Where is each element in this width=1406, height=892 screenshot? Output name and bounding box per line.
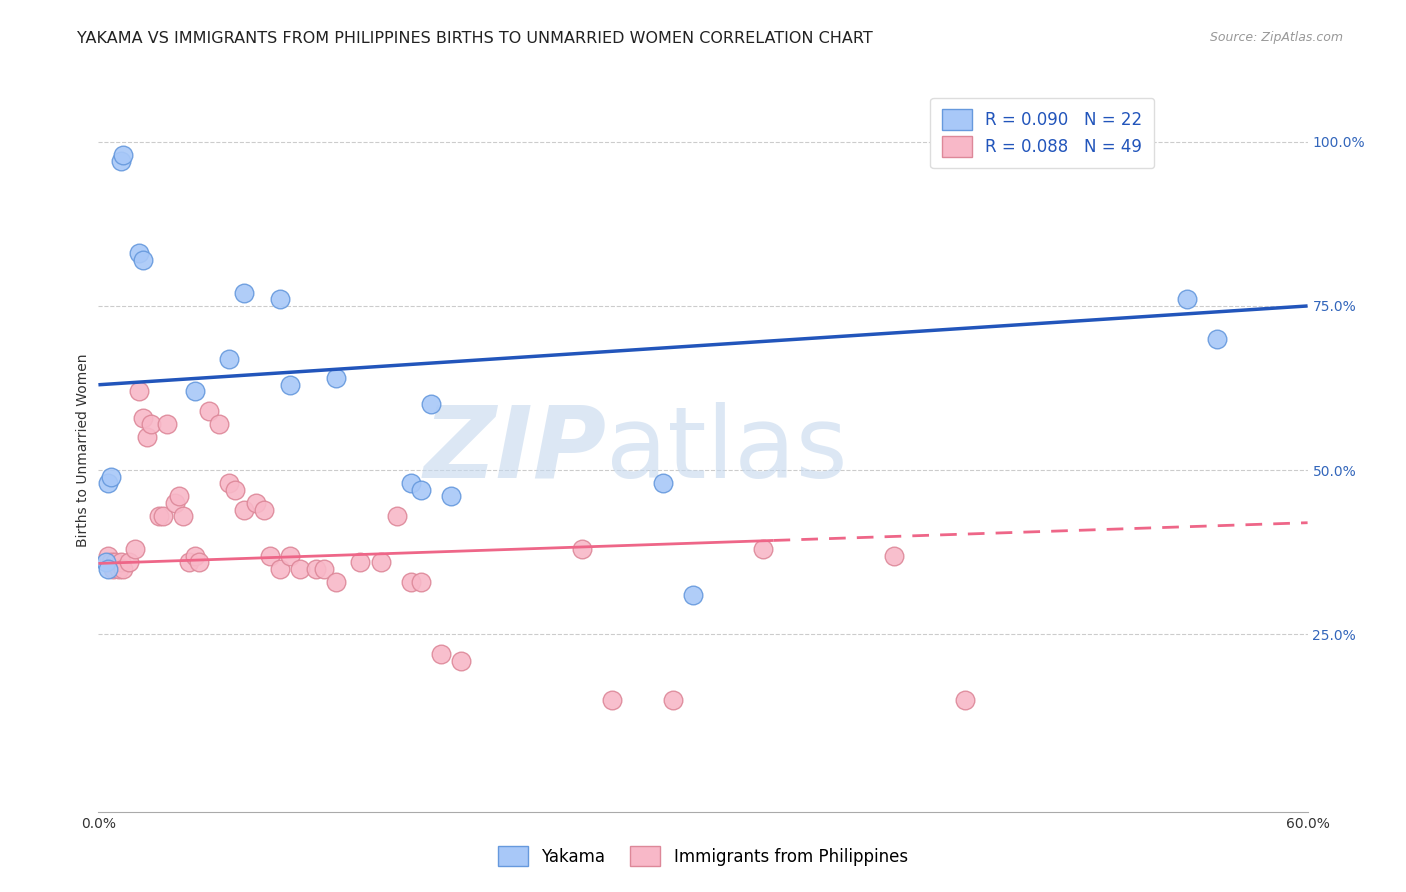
- Point: [97, 549, 120, 563]
- Point: [409, 574, 432, 589]
- Point: [163, 496, 186, 510]
- Point: [385, 509, 408, 524]
- Point: [101, 562, 124, 576]
- Point: [110, 154, 132, 169]
- Point: [111, 148, 134, 162]
- Point: [1206, 332, 1229, 346]
- Point: [571, 541, 593, 556]
- Point: [184, 384, 207, 399]
- Point: [218, 476, 240, 491]
- Point: [156, 417, 179, 432]
- Legend: Yakama, Immigrants from Philippines: Yakama, Immigrants from Philippines: [489, 838, 917, 875]
- Point: [111, 562, 134, 576]
- Point: [278, 377, 301, 392]
- Point: [245, 496, 267, 510]
- Point: [100, 469, 122, 483]
- Point: [148, 509, 170, 524]
- Point: [370, 555, 392, 569]
- Point: [132, 410, 155, 425]
- Point: [128, 384, 150, 399]
- Legend: R = 0.090   N = 22, R = 0.088   N = 49: R = 0.090 N = 22, R = 0.088 N = 49: [931, 97, 1154, 169]
- Point: [259, 549, 281, 563]
- Point: [269, 293, 291, 307]
- Point: [152, 509, 174, 524]
- Point: [110, 555, 132, 569]
- Point: [661, 693, 683, 707]
- Point: [349, 555, 371, 569]
- Point: [420, 397, 443, 411]
- Point: [124, 541, 146, 556]
- Point: [224, 483, 246, 497]
- Point: [651, 476, 673, 491]
- Point: [172, 509, 194, 524]
- Point: [103, 555, 125, 569]
- Point: [682, 588, 704, 602]
- Point: [253, 502, 276, 516]
- Text: YAKAMA VS IMMIGRANTS FROM PHILIPPINES BIRTHS TO UNMARRIED WOMEN CORRELATION CHAR: YAKAMA VS IMMIGRANTS FROM PHILIPPINES BI…: [77, 31, 873, 46]
- Point: [118, 555, 141, 569]
- Point: [232, 502, 254, 516]
- Point: [430, 647, 453, 661]
- Point: [440, 490, 463, 504]
- Point: [107, 562, 129, 576]
- Point: [139, 417, 162, 432]
- Point: [97, 562, 120, 576]
- Point: [97, 476, 120, 491]
- Point: [128, 246, 150, 260]
- Point: [100, 555, 122, 569]
- Point: [184, 549, 207, 563]
- Point: [305, 562, 328, 576]
- Point: [167, 490, 190, 504]
- Point: [218, 351, 240, 366]
- Point: [602, 693, 624, 707]
- Point: [1175, 293, 1198, 307]
- Point: [325, 371, 347, 385]
- Point: [208, 417, 231, 432]
- Point: [883, 549, 905, 563]
- Point: [399, 574, 422, 589]
- Point: [198, 404, 221, 418]
- Y-axis label: Births to Unmarried Women: Births to Unmarried Women: [76, 354, 90, 547]
- Text: ZIP: ZIP: [423, 402, 606, 499]
- Point: [96, 555, 118, 569]
- Point: [288, 562, 311, 576]
- Text: Source: ZipAtlas.com: Source: ZipAtlas.com: [1209, 31, 1343, 45]
- Point: [269, 562, 291, 576]
- Point: [135, 430, 157, 444]
- Point: [132, 252, 155, 267]
- Point: [232, 285, 254, 300]
- Point: [179, 555, 201, 569]
- Point: [752, 541, 775, 556]
- Text: atlas: atlas: [606, 402, 848, 499]
- Point: [314, 562, 336, 576]
- Point: [409, 483, 432, 497]
- Point: [953, 693, 976, 707]
- Point: [188, 555, 211, 569]
- Point: [399, 476, 422, 491]
- Point: [325, 574, 347, 589]
- Point: [278, 549, 301, 563]
- Point: [450, 654, 472, 668]
